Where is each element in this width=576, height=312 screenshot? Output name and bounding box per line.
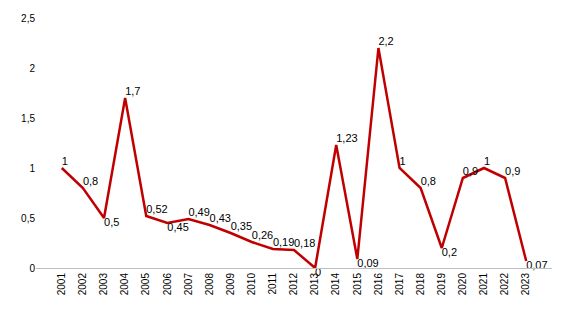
svg-text:2021: 2021 (478, 273, 489, 296)
svg-text:1: 1 (62, 155, 68, 167)
svg-text:1,23: 1,23 (336, 132, 357, 144)
svg-text:0,8: 0,8 (83, 175, 98, 187)
svg-text:0,07: 0,07 (526, 259, 547, 271)
svg-text:2019: 2019 (436, 273, 447, 296)
svg-text:2011: 2011 (267, 273, 278, 295)
svg-text:2022: 2022 (499, 273, 510, 296)
svg-text:2008: 2008 (204, 273, 215, 296)
svg-text:2016: 2016 (373, 273, 384, 296)
svg-text:2: 2 (29, 63, 35, 74)
svg-text:2004: 2004 (119, 273, 130, 296)
svg-text:2017: 2017 (394, 273, 405, 296)
svg-text:1: 1 (29, 163, 35, 174)
svg-text:2013: 2013 (309, 273, 320, 296)
svg-text:0,35: 0,35 (231, 220, 252, 232)
svg-text:2006: 2006 (162, 273, 173, 296)
svg-text:0,9: 0,9 (463, 165, 478, 177)
svg-text:2020: 2020 (457, 273, 468, 296)
svg-text:0,5: 0,5 (104, 216, 119, 228)
svg-text:0,8: 0,8 (421, 175, 436, 187)
svg-text:0,5: 0,5 (21, 213, 35, 224)
svg-text:0,49: 0,49 (188, 206, 209, 218)
svg-text:2,2: 2,2 (378, 35, 393, 47)
svg-text:2015: 2015 (352, 273, 363, 296)
svg-text:2014: 2014 (330, 273, 341, 296)
svg-text:1,5: 1,5 (21, 113, 35, 124)
svg-text:2005: 2005 (140, 273, 151, 296)
svg-text:0,43: 0,43 (210, 212, 231, 224)
svg-text:0,9: 0,9 (505, 165, 520, 177)
svg-text:2010: 2010 (246, 273, 257, 296)
svg-text:2002: 2002 (77, 273, 88, 296)
svg-text:1,7: 1,7 (125, 85, 140, 97)
svg-text:0,2: 0,2 (442, 246, 457, 258)
svg-text:0,19: 0,19 (273, 236, 294, 248)
svg-text:2012: 2012 (288, 273, 299, 296)
svg-text:2003: 2003 (98, 273, 109, 296)
svg-text:0,52: 0,52 (146, 203, 167, 215)
svg-text:2009: 2009 (225, 273, 236, 296)
svg-text:0: 0 (29, 263, 35, 274)
svg-text:2001: 2001 (56, 273, 67, 296)
svg-text:0,18: 0,18 (294, 237, 315, 249)
svg-text:0,45: 0,45 (167, 221, 188, 233)
svg-text:1: 1 (400, 155, 406, 167)
svg-text:0: 0 (315, 266, 321, 278)
svg-text:1: 1 (484, 155, 490, 167)
svg-text:2018: 2018 (415, 273, 426, 296)
svg-text:0,26: 0,26 (252, 229, 273, 241)
svg-text:2023: 2023 (520, 273, 531, 296)
svg-text:2007: 2007 (183, 273, 194, 296)
svg-text:0,09: 0,09 (357, 257, 378, 269)
svg-text:2,5: 2,5 (21, 13, 35, 24)
